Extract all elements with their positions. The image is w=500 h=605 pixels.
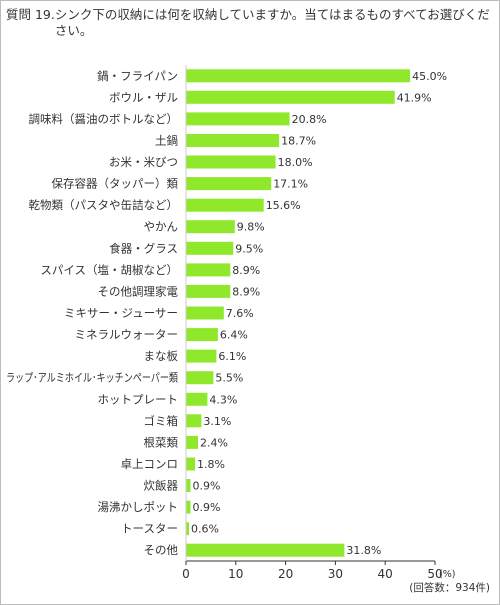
bar bbox=[186, 90, 395, 104]
value-label: 7.6% bbox=[226, 307, 254, 320]
bar bbox=[186, 263, 231, 277]
bar bbox=[186, 371, 214, 385]
category-label: ミネラルウォーター bbox=[75, 328, 179, 342]
bar bbox=[186, 284, 231, 298]
category-label: スパイス（塩・胡椒など） bbox=[40, 263, 178, 277]
x-tick-label: 30 bbox=[328, 567, 343, 581]
category-label: 鍋・フライパン bbox=[97, 69, 178, 83]
sample-size-note: (回答数：934件) bbox=[409, 581, 490, 594]
bar bbox=[186, 134, 280, 147]
bar bbox=[186, 155, 276, 169]
category-label: 卓上コンロ bbox=[121, 457, 179, 471]
x-tick-label: 50 bbox=[427, 567, 442, 581]
bar bbox=[186, 479, 191, 492]
bar bbox=[186, 220, 235, 234]
category-label: その他調理家電 bbox=[98, 284, 179, 298]
x-tick-label: 0 bbox=[182, 567, 190, 581]
category-label: ラップ･アルミホイル･キッチンペーパー類 bbox=[6, 371, 178, 385]
bar bbox=[186, 306, 224, 320]
value-label: 9.5% bbox=[235, 242, 263, 255]
value-label: 3.1% bbox=[203, 415, 231, 428]
bar bbox=[186, 522, 189, 536]
bar bbox=[186, 112, 290, 126]
bar bbox=[186, 328, 218, 342]
value-label: 18.7% bbox=[281, 135, 316, 148]
bar bbox=[186, 543, 345, 557]
value-label: 8.9% bbox=[232, 285, 260, 298]
value-label: 41.9% bbox=[397, 91, 432, 104]
category-label: 食器・グラス bbox=[109, 241, 178, 255]
category-label: 湯沸かしポット bbox=[98, 500, 179, 514]
bar bbox=[186, 69, 411, 83]
bar bbox=[186, 414, 202, 428]
bar bbox=[186, 349, 217, 363]
category-label: 炊飯器 bbox=[144, 479, 179, 493]
value-label: 0.9% bbox=[193, 480, 221, 493]
bar bbox=[186, 500, 191, 514]
category-label: 根菜類 bbox=[144, 435, 179, 449]
value-label: 0.6% bbox=[191, 523, 219, 536]
bar bbox=[186, 457, 195, 471]
value-label: 2.4% bbox=[200, 436, 228, 449]
x-tick-label: 20 bbox=[278, 567, 293, 581]
value-label: 15.6% bbox=[266, 199, 301, 212]
value-label: 9.8% bbox=[237, 221, 265, 234]
value-label: 31.8% bbox=[346, 544, 381, 557]
category-label: 調味料（醤油のボトルなど） bbox=[29, 112, 179, 126]
category-label: ホットプレート bbox=[98, 392, 179, 406]
value-label: 6.4% bbox=[220, 329, 248, 342]
value-label: 6.1% bbox=[218, 350, 246, 363]
value-label: 45.0% bbox=[412, 70, 447, 83]
value-label: 20.8% bbox=[292, 113, 327, 126]
category-label: ボウル・ザル bbox=[109, 90, 178, 104]
value-label: 18.0% bbox=[278, 156, 313, 169]
category-label: その他 bbox=[144, 543, 179, 557]
value-label: 17.1% bbox=[273, 178, 308, 191]
category-label: トースター bbox=[121, 522, 178, 536]
bar bbox=[186, 241, 234, 255]
category-label: 土鍋 bbox=[155, 134, 178, 148]
category-label: 保存容器（タッパー）類 bbox=[52, 177, 179, 191]
x-tick-label: 10 bbox=[228, 567, 243, 581]
bar bbox=[186, 435, 198, 449]
question-header: 質問 19. シンク下の収納には何を収納していますか。当てはまるものすべてお選び… bbox=[6, 7, 492, 39]
category-label: ミキサー・ジューサー bbox=[64, 306, 178, 320]
x-tick-label: 40 bbox=[378, 567, 393, 581]
question-text: シンク下の収納には何を収納していますか。当てはまるものすべてお選びください。 bbox=[54, 7, 490, 38]
category-label: やかん bbox=[144, 220, 179, 234]
unit-label: (%) bbox=[439, 569, 455, 580]
value-label: 5.5% bbox=[215, 372, 243, 385]
question-number: 質問 19. bbox=[6, 7, 55, 22]
value-label: 1.8% bbox=[197, 458, 225, 471]
category-label: 乾物類（パスタや缶詰など） bbox=[29, 198, 179, 212]
bar bbox=[186, 392, 208, 406]
bar bbox=[186, 198, 264, 212]
category-label: お米・米びつ bbox=[109, 155, 178, 169]
category-label: まな板 bbox=[144, 349, 179, 363]
value-label: 8.9% bbox=[232, 264, 260, 277]
value-label: 4.3% bbox=[209, 393, 237, 406]
value-label: 0.9% bbox=[193, 501, 221, 514]
bar bbox=[186, 177, 272, 191]
category-label: ゴミ箱 bbox=[144, 414, 179, 428]
